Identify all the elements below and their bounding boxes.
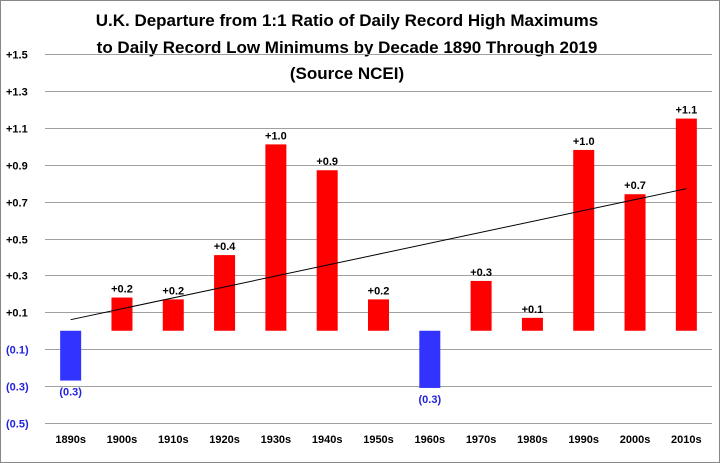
data-label-1940s: +0.9 (316, 156, 338, 168)
x-tick-label: 1980s (517, 434, 548, 446)
bar-1990s (573, 149, 595, 331)
bar-1960s (419, 330, 441, 388)
data-labels: (0.3) +0.2 +0.2 +0.4 +1.0 +0.9 +0.2 (0.3) +0.3 +0… (59, 105, 697, 406)
data-label-1920s: +0.4 (214, 241, 237, 253)
bar-1910s (162, 299, 184, 331)
bar-1920s (214, 255, 236, 331)
bar-1930s (265, 144, 287, 331)
x-tick-label: 1910s (158, 434, 189, 446)
title-line-3: (Source NCEI) (290, 64, 404, 83)
x-tick-label: 1940s (312, 434, 343, 446)
y-tick-label: +0.1 (6, 308, 28, 320)
y-tick-label: (0.3) (6, 382, 29, 394)
bar-1940s (316, 170, 338, 331)
x-tick-label: 1990s (568, 434, 599, 446)
bar-2010s (675, 118, 697, 331)
x-tick-label: 1890s (55, 434, 86, 446)
x-tick-label: 1970s (466, 434, 497, 446)
y-tick-label: +0.9 (6, 161, 28, 173)
x-axis-labels: 1890s 1900s 1910s 1920s 1930s 1940s 1950s 1960s… (55, 434, 701, 446)
trendline-group (70, 188, 687, 321)
x-tick-label: 2000s (620, 434, 651, 446)
title-line-2: to Daily Record Low Minimums by Decade 1… (97, 38, 598, 57)
data-label-1980s: +0.1 (522, 304, 544, 316)
y-tick-label: +0.5 (6, 235, 28, 247)
data-label-1930s: +1.0 (265, 130, 287, 142)
data-label-1990s: +1.0 (573, 136, 595, 148)
x-tick-label: 1960s (415, 434, 446, 446)
bar-1890s (60, 330, 82, 381)
bar-1900s (111, 297, 133, 331)
x-tick-label: 1900s (107, 434, 138, 446)
x-tick-label: 1930s (261, 434, 292, 446)
data-label-2010s: +1.1 (675, 105, 697, 117)
y-tick-label: +0.7 (6, 198, 28, 210)
x-tick-label: 1950s (363, 434, 394, 446)
bar-1970s (470, 280, 492, 331)
chart-title: U.K. Departure from 1:1 Ratio of Daily R… (96, 11, 599, 83)
data-label-1950s: +0.2 (368, 285, 390, 297)
y-axis-labels: +1.5 +1.3 +1.1 +0.9 +0.7 +0.5 +0.3 +0.1 (0.1) (0.… (6, 50, 29, 431)
bar-1950s (368, 299, 389, 331)
gridlines (45, 54, 712, 424)
data-label-1960s: (0.3) (418, 394, 441, 406)
bar-1980s (521, 317, 543, 331)
y-tick-label: +0.3 (6, 271, 28, 283)
data-label-2000s: +0.7 (624, 180, 646, 192)
title-line-1: U.K. Departure from 1:1 Ratio of Daily R… (96, 11, 599, 30)
data-label-1900s: +0.2 (111, 284, 133, 296)
bars (60, 118, 697, 388)
bar-2000s (624, 194, 646, 331)
y-tick-label: (0.5) (6, 419, 29, 431)
data-label-1890s: (0.3) (59, 387, 82, 399)
y-tick-label: (0.1) (6, 345, 29, 357)
y-tick-label: +1.3 (6, 87, 28, 99)
data-label-1910s: +0.2 (162, 285, 184, 297)
y-tick-label: +1.5 (6, 50, 28, 62)
y-tick-label: +1.1 (6, 124, 28, 136)
data-label-1970s: +0.3 (470, 267, 492, 279)
x-tick-label: 1920s (209, 434, 240, 446)
x-tick-label: 2010s (671, 434, 702, 446)
trendline (70, 188, 687, 321)
